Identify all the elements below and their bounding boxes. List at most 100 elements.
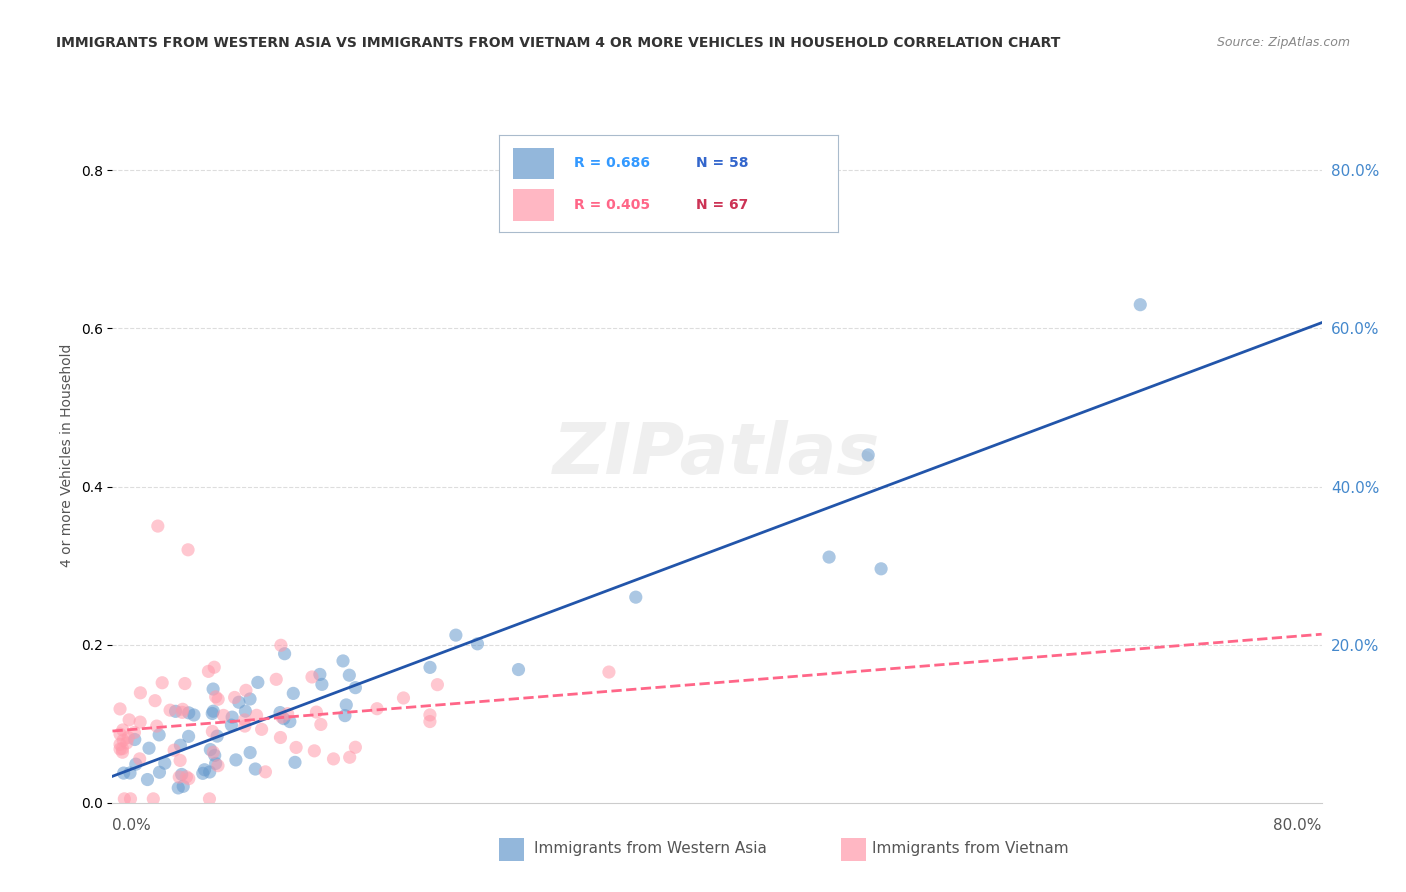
Text: Immigrants from Vietnam: Immigrants from Vietnam [872, 841, 1069, 856]
Point [174, 676, 197, 690]
Point [145, 719, 167, 733]
Point [115, 736, 138, 750]
Point [285, 740, 308, 755]
Point [322, 752, 344, 766]
Point [1129, 298, 1152, 312]
Point [283, 686, 305, 700]
Point [108, 742, 131, 756]
Point [202, 681, 225, 696]
Point [118, 766, 141, 780]
Point [419, 660, 441, 674]
Point [202, 704, 225, 718]
Point [167, 770, 190, 784]
Point [183, 708, 205, 723]
Point [193, 763, 215, 777]
Point [235, 683, 257, 698]
Text: Immigrants from Western Asia: Immigrants from Western Asia [534, 841, 768, 856]
Point [624, 590, 647, 604]
Point [278, 714, 301, 729]
Point [304, 744, 326, 758]
Point [818, 550, 841, 565]
Point [204, 690, 226, 704]
Point [273, 647, 295, 661]
Point [233, 719, 256, 733]
Point [138, 741, 160, 756]
Point [419, 714, 441, 729]
Point [177, 772, 200, 786]
Point [167, 780, 190, 795]
Point [239, 692, 262, 706]
Point [273, 712, 295, 726]
Point [201, 706, 224, 721]
Point [177, 542, 200, 557]
Point [467, 637, 489, 651]
Point [169, 738, 191, 752]
Point [201, 724, 224, 739]
Point [246, 675, 269, 690]
Point [200, 742, 222, 756]
Point [254, 764, 277, 779]
Point [143, 693, 166, 707]
Point [125, 757, 148, 772]
Point [153, 756, 176, 771]
Point [124, 732, 146, 747]
Point [148, 728, 170, 742]
Point [264, 673, 287, 687]
Point [142, 792, 165, 806]
Point [129, 686, 152, 700]
Point [172, 780, 194, 794]
Point [235, 704, 257, 718]
Point [177, 730, 200, 744]
Point [245, 762, 267, 776]
Point [344, 740, 367, 755]
Point [112, 792, 135, 806]
Point [117, 731, 139, 745]
Point [172, 706, 194, 720]
Point [333, 708, 356, 723]
Point [870, 562, 893, 576]
Point [337, 668, 360, 682]
Point [191, 766, 214, 780]
Point [277, 706, 299, 721]
Point [224, 690, 246, 705]
Point [136, 772, 159, 787]
Point [112, 766, 135, 780]
Point [309, 717, 332, 731]
Point [124, 725, 146, 739]
Point [508, 663, 530, 677]
Point [207, 758, 229, 772]
Point [207, 692, 229, 706]
Point [108, 702, 131, 716]
Point [165, 704, 187, 718]
Point [169, 753, 191, 767]
Point [419, 707, 441, 722]
Point [332, 654, 354, 668]
Text: ZIPatlas: ZIPatlas [554, 420, 880, 490]
Point [163, 743, 186, 757]
Point [197, 665, 219, 679]
Point [202, 745, 225, 759]
Point [270, 638, 292, 652]
Point [245, 708, 267, 723]
Text: 0.0%: 0.0% [112, 818, 152, 832]
Point [233, 713, 256, 727]
Point [128, 752, 150, 766]
Point [150, 675, 173, 690]
Point [146, 519, 169, 533]
Point [339, 750, 361, 764]
Point [204, 748, 226, 763]
Point [202, 660, 225, 674]
Point [212, 708, 235, 723]
Point [598, 665, 620, 679]
Point [225, 753, 247, 767]
Point [305, 705, 328, 719]
Point [311, 677, 333, 691]
Point [204, 756, 226, 771]
Point [111, 741, 134, 756]
Text: IMMIGRANTS FROM WESTERN ASIA VS IMMIGRANTS FROM VIETNAM 4 OR MORE VEHICLES IN HO: IMMIGRANTS FROM WESTERN ASIA VS IMMIGRAN… [56, 36, 1060, 50]
Point [250, 723, 273, 737]
Point [108, 727, 131, 741]
Text: 80.0%: 80.0% [1274, 818, 1322, 832]
Point [205, 729, 228, 743]
Point [120, 792, 142, 806]
